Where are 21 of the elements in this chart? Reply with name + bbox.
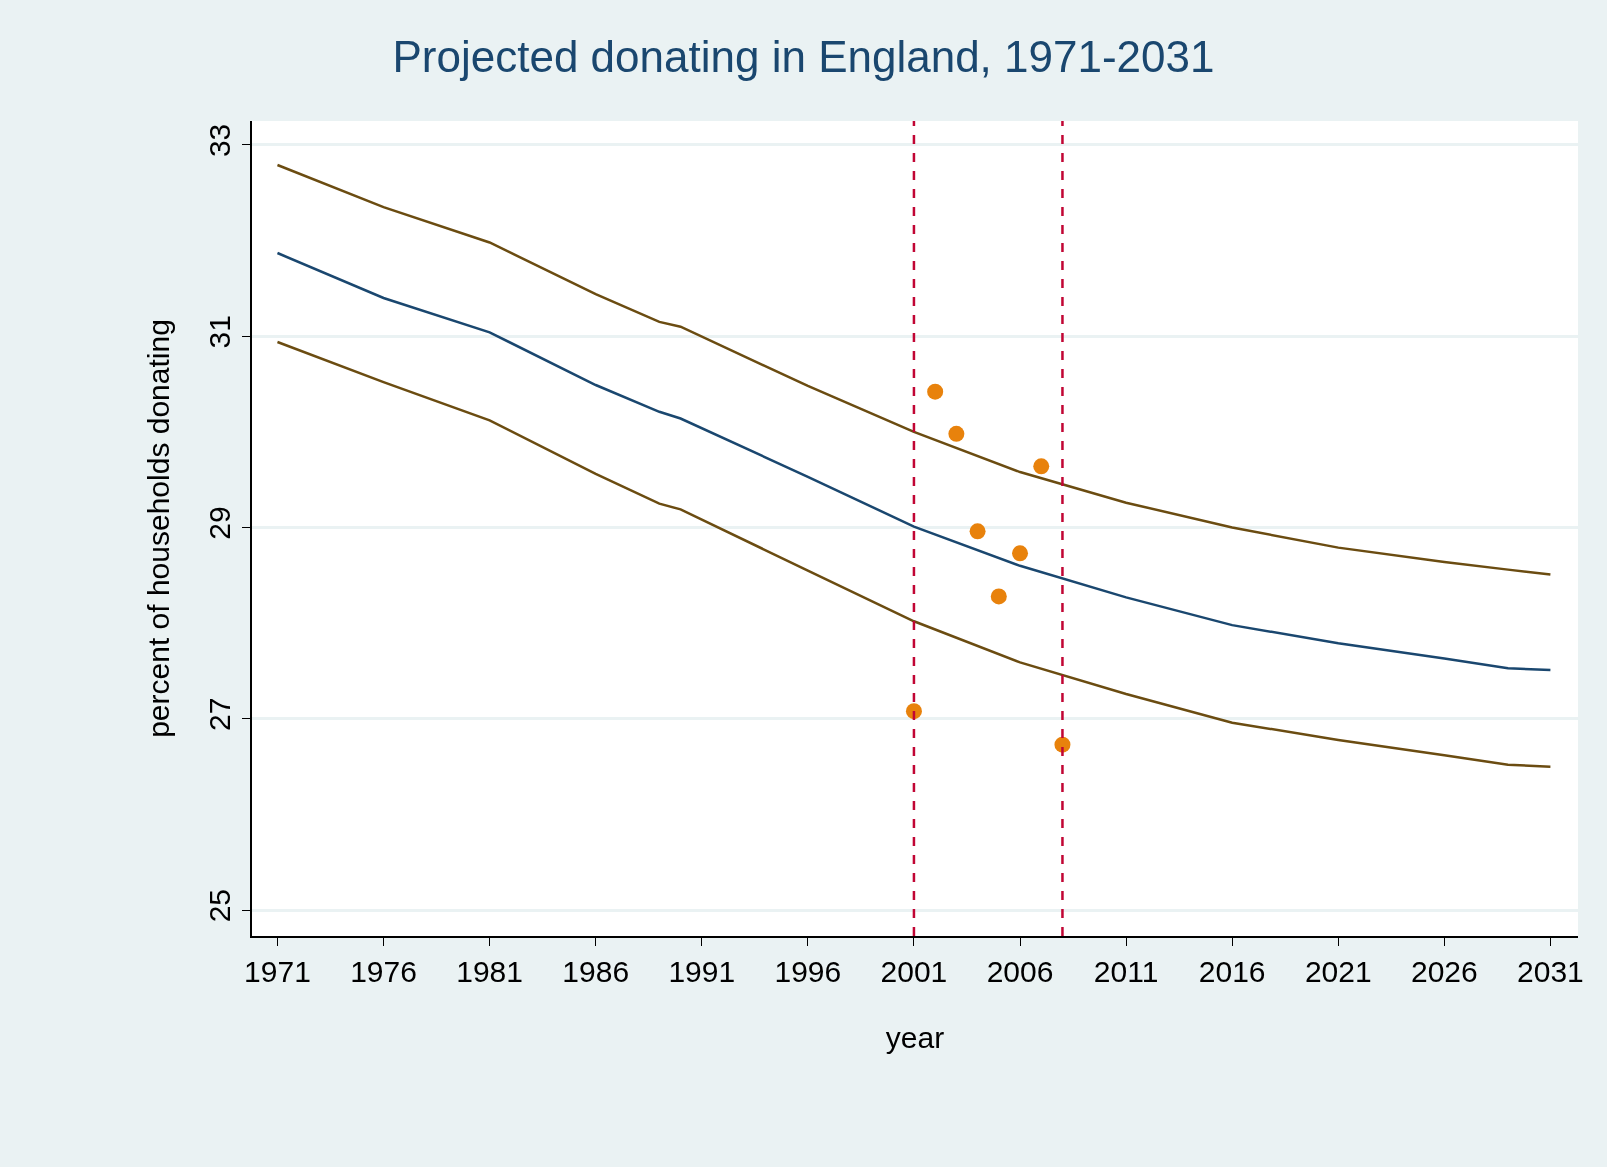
x-tick-label: 2006 [986,954,1054,988]
x-tick-label: 2016 [1198,954,1266,988]
x-tick-label: 2026 [1410,954,1478,988]
x-tick-label: 1981 [456,954,523,988]
x-tick-label: 2021 [1304,954,1372,988]
x-tick-label: 1976 [350,954,417,988]
y-tick-label: 29 [203,506,237,540]
y-tick-label: 31 [203,315,237,349]
x-tick-label: 1996 [774,954,842,988]
y-tick-label: 33 [203,123,237,158]
x-tick-label: 1986 [562,954,630,988]
chart-title: Projected donating in England, 1971-2031 [392,31,1215,81]
x-tick-label: 2011 [1093,954,1159,988]
x-tick-label: 1971 [244,954,311,988]
x-tick-label: 2001 [880,954,948,988]
x-axis-title: year [885,1020,945,1054]
x-tick-label: 2031 [1517,954,1584,988]
y-axis-title: percent of households donating [141,319,175,738]
y-tick-label: 25 [203,888,237,923]
x-tick-label: 1991 [668,954,736,988]
y-tick-label: 27 [203,697,237,732]
